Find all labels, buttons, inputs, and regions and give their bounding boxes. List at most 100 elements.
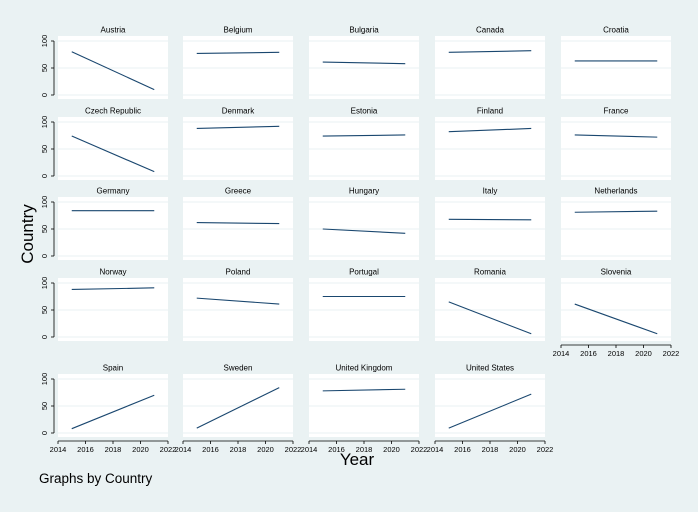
panel-germany: Germany 0 50 100 bbox=[40, 184, 168, 260]
panel-title-strip bbox=[561, 23, 671, 36]
y-tick-label: 50 bbox=[40, 145, 49, 153]
panel-title-strip bbox=[58, 361, 168, 374]
panel-netherlands: Netherlands bbox=[561, 184, 671, 260]
x-tick-label: 2022 bbox=[160, 445, 177, 454]
x-tick-label: 2014 bbox=[553, 349, 570, 358]
y-tick-label: 50 bbox=[40, 306, 49, 314]
panel-belgium: Belgium bbox=[183, 23, 293, 99]
panel-france: France bbox=[561, 104, 671, 180]
x-tick-label: 2022 bbox=[411, 445, 428, 454]
panel-title: Canada bbox=[476, 26, 505, 35]
series-line bbox=[448, 127, 532, 133]
panel-denmark: Denmark bbox=[183, 104, 293, 180]
y-tick-label: 0 bbox=[40, 431, 49, 435]
panel-title-strip bbox=[58, 23, 168, 36]
panel-title-strip bbox=[309, 184, 419, 197]
panel-title: Norway bbox=[99, 268, 126, 277]
graph-note: Graphs by Country bbox=[39, 471, 153, 486]
series-line bbox=[71, 135, 155, 173]
x-tick-label: 2014 bbox=[175, 445, 192, 454]
series-line bbox=[448, 393, 532, 429]
panel-title-strip bbox=[435, 184, 545, 197]
panel-title-strip bbox=[183, 23, 293, 36]
panel-title: Slovenia bbox=[601, 268, 632, 277]
x-tick-label: 2020 bbox=[257, 445, 274, 454]
panel-title-strip bbox=[309, 265, 419, 278]
series-line bbox=[322, 228, 406, 234]
panel-title-strip bbox=[183, 361, 293, 374]
y-tick-label: 0 bbox=[40, 174, 49, 178]
panel-sweden: Sweden 2014 2016 2018 2020 2022 bbox=[175, 361, 301, 454]
panel-finland: Finland bbox=[435, 104, 545, 180]
panel-title: Poland bbox=[226, 268, 251, 277]
series-line bbox=[196, 297, 280, 305]
x-tick-label: 2018 bbox=[356, 445, 373, 454]
panel-title: Netherlands bbox=[594, 187, 637, 196]
series-line bbox=[448, 218, 532, 221]
y-tick-label: 0 bbox=[40, 254, 49, 258]
panel-norway: Norway 0 50 100 bbox=[40, 265, 168, 341]
panel-title: Spain bbox=[103, 364, 123, 373]
panel-title: Estonia bbox=[351, 107, 378, 116]
panel-title: Hungary bbox=[349, 187, 379, 196]
panel-title-strip bbox=[435, 361, 545, 374]
panel-title: Croatia bbox=[603, 26, 629, 35]
x-tick-label: 2022 bbox=[537, 445, 554, 454]
y-tick-label: 50 bbox=[40, 64, 49, 72]
panel-title: United Kingdom bbox=[336, 364, 393, 373]
panel-title: Sweden bbox=[224, 364, 253, 373]
y-tick-label: 100 bbox=[40, 373, 49, 386]
panel-title-strip bbox=[561, 265, 671, 278]
x-tick-label: 2020 bbox=[635, 349, 652, 358]
x-tick-label: 2020 bbox=[383, 445, 400, 454]
x-tick-label: 2022 bbox=[663, 349, 680, 358]
x-tick-label: 2020 bbox=[132, 445, 149, 454]
series-line bbox=[448, 301, 532, 335]
panel-czech-republic: Czech Republic 0 50 100 bbox=[40, 104, 168, 180]
series-line bbox=[448, 50, 532, 53]
series-line bbox=[322, 61, 406, 65]
panel-united-states: United States 2014 2016 2018 2020 2022 bbox=[427, 361, 554, 454]
series-line bbox=[196, 387, 280, 429]
x-tick-label: 2020 bbox=[509, 445, 526, 454]
y-tick-label: 50 bbox=[40, 225, 49, 233]
panel-title-strip bbox=[309, 361, 419, 374]
panel-title: United States bbox=[466, 364, 514, 373]
x-tick-label: 2018 bbox=[482, 445, 499, 454]
panel-spain: Spain 0 50 100 2014 2016 2018 2020 2022 bbox=[40, 361, 176, 454]
panel-title-strip bbox=[58, 265, 168, 278]
y-tick-label: 100 bbox=[40, 116, 49, 129]
x-tick-label: 2018 bbox=[105, 445, 122, 454]
y-tick-label: 100 bbox=[40, 35, 49, 48]
series-line bbox=[574, 303, 658, 335]
panel-title: Denmark bbox=[222, 107, 255, 116]
panel-italy: Italy bbox=[435, 184, 545, 260]
panel-estonia: Estonia bbox=[309, 104, 419, 180]
series-line bbox=[196, 125, 280, 130]
panel-title: France bbox=[604, 107, 629, 116]
panel-greece: Greece bbox=[183, 184, 293, 260]
panel-hungary: Hungary bbox=[309, 184, 419, 260]
panel-romania: Romania bbox=[435, 265, 545, 341]
x-tick-label: 2016 bbox=[328, 445, 345, 454]
x-tick-label: 2014 bbox=[301, 445, 318, 454]
panel-title: Belgium bbox=[224, 26, 253, 35]
panel-united-kingdom: United Kingdom 2014 2016 2018 2020 2022 bbox=[301, 361, 428, 454]
panel-title-strip bbox=[435, 265, 545, 278]
panel-title: Romania bbox=[474, 268, 507, 277]
x-axis-title: Year bbox=[340, 450, 375, 469]
panel-title: Greece bbox=[225, 187, 252, 196]
panel-portugal: Portugal bbox=[309, 265, 419, 341]
panel-title-strip bbox=[183, 104, 293, 117]
panel-title-strip bbox=[435, 104, 545, 117]
x-tick-label: 2016 bbox=[580, 349, 597, 358]
panel-title-strip bbox=[58, 104, 168, 117]
x-tick-label: 2018 bbox=[608, 349, 625, 358]
panel-austria: Austria 0 50 100 bbox=[40, 23, 168, 99]
series-line bbox=[574, 210, 658, 213]
panel-title: Czech Republic bbox=[85, 107, 141, 116]
series-line bbox=[322, 134, 406, 137]
panel-slovenia: Slovenia 2014 2016 2018 2020 2022 bbox=[553, 265, 680, 358]
